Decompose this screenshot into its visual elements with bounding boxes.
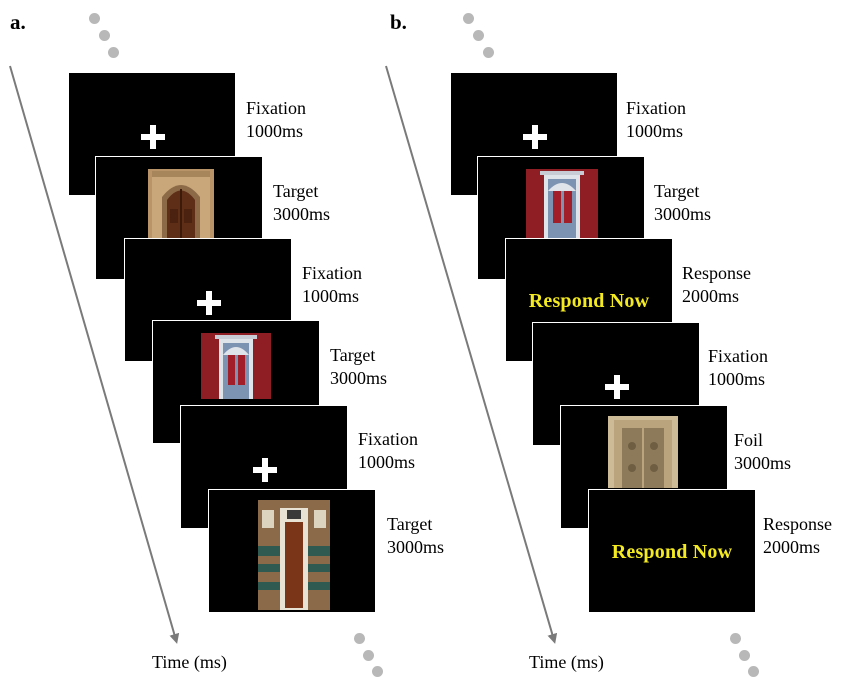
caption-a-2: Target 3000ms bbox=[273, 181, 331, 224]
time-arrow-a bbox=[9, 65, 180, 644]
fixation-cross-icon bbox=[523, 125, 547, 149]
respond-now-text: Respond Now bbox=[528, 290, 650, 312]
caption-a-6: Target 3000ms bbox=[387, 514, 445, 557]
fixation-cross-icon bbox=[605, 375, 629, 399]
panel-a-label: a. bbox=[10, 10, 26, 34]
panel-b-label: b. bbox=[390, 10, 407, 34]
door-stone-image-icon bbox=[608, 416, 678, 488]
fixation-cross-icon bbox=[141, 125, 165, 149]
caption-b-1: Fixation 1000ms bbox=[626, 98, 687, 141]
time-label-a: Time (ms) bbox=[152, 652, 227, 672]
caption-b-5: Foil 3000ms bbox=[734, 430, 792, 473]
door-red-wall-image-icon bbox=[526, 169, 598, 239]
respond-now-text: Respond Now bbox=[611, 541, 733, 563]
caption-a-1: Fixation 1000ms bbox=[246, 98, 307, 141]
fixation-cross-icon bbox=[253, 458, 277, 482]
door-arched-image-icon bbox=[148, 169, 214, 245]
screen-b-response-2: Respond Now bbox=[588, 489, 756, 613]
caption-b-3: Response 2000ms bbox=[682, 263, 751, 306]
caption-b-4: Fixation 1000ms bbox=[708, 346, 769, 389]
fixation-cross-icon bbox=[197, 291, 221, 315]
caption-a-4: Target 3000ms bbox=[330, 345, 388, 388]
door-red-wall-image-icon bbox=[201, 333, 271, 399]
time-arrow-b bbox=[385, 65, 558, 644]
caption-a-3: Fixation 1000ms bbox=[302, 263, 363, 306]
screen-a-target-3 bbox=[208, 489, 376, 613]
time-label-b: Time (ms) bbox=[529, 652, 604, 672]
door-brick-image-icon bbox=[258, 500, 330, 610]
caption-b-2: Target 3000ms bbox=[654, 181, 712, 224]
caption-b-6: Response 2000ms bbox=[763, 514, 832, 557]
caption-a-5: Fixation 1000ms bbox=[358, 429, 419, 472]
